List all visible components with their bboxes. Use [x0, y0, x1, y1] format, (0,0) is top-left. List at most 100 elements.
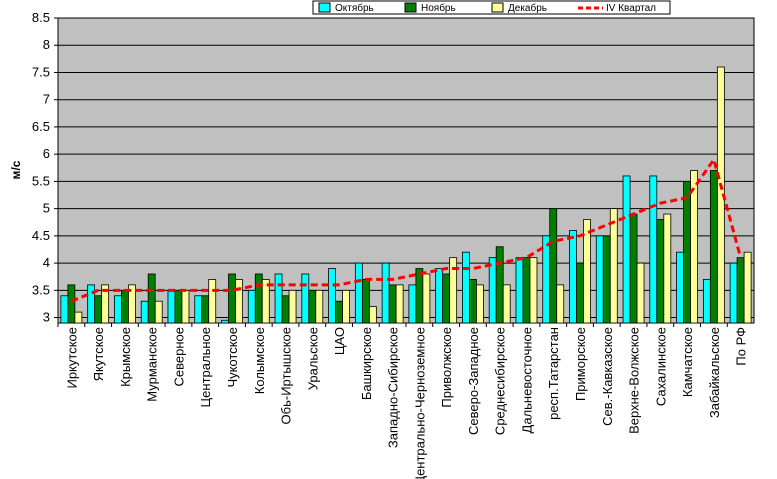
bar-3 [368, 306, 377, 324]
bar-3 [743, 251, 752, 324]
y-tick-label: 6.5 [32, 119, 50, 134]
bar-1 [676, 251, 684, 324]
bar-3 [690, 170, 698, 324]
line-series [70, 156, 743, 303]
bar-3 [154, 300, 163, 324]
bar-2 [576, 262, 584, 324]
bars [60, 66, 752, 324]
x-tick-label: Приморское [573, 327, 588, 401]
y-tick-label: 4.5 [32, 228, 50, 243]
bar-3 [502, 284, 511, 324]
bar-2 [629, 213, 638, 324]
bar-2 [522, 257, 531, 324]
bar-3 [101, 284, 110, 324]
bar-3 [74, 311, 83, 324]
x-tick-label: Приволжское [439, 327, 454, 408]
x-tick-label: Сев.-Кавказское [600, 327, 615, 426]
y-tick-label: 3.5 [32, 282, 50, 297]
bar-3 [261, 279, 270, 324]
legend-label-october: Октябрь [335, 2, 374, 14]
bar-2 [388, 284, 397, 324]
bar-1 [702, 279, 711, 324]
x-tick-label: Центрально-Черноземное [412, 327, 427, 479]
legend-label-november: Ноябрь [421, 2, 456, 14]
x-tick-label: Обь-Иртышское [279, 327, 294, 424]
y-axis: 3 3.5 4 4.5 5 5.5 6 6.5 7 7.5 8 8.5 [32, 10, 58, 325]
bar-1 [569, 230, 577, 324]
bar-2 [174, 289, 183, 324]
x-tick-label: Северо-Западное [466, 327, 481, 435]
bar-1 [354, 262, 363, 324]
x-tick-label: ЦАО [332, 327, 347, 355]
bar-3 [663, 213, 672, 324]
bar-1 [462, 251, 470, 324]
bar-3 [609, 208, 618, 324]
bar-1 [274, 273, 283, 324]
bar-1 [542, 235, 551, 324]
x-tick-label: Сахалинское [653, 327, 668, 406]
bar-2 [147, 273, 156, 324]
bar-2 [656, 219, 665, 324]
bar-3 [636, 262, 645, 324]
bar-2 [736, 257, 745, 324]
x-tick-label: Башкирское [359, 327, 374, 400]
bar-1 [247, 289, 256, 324]
bar-2 [495, 246, 504, 324]
bar-1 [381, 262, 390, 324]
bar-3 [395, 284, 404, 324]
x-tick-label: Уральское [305, 327, 320, 390]
x-tick-label: Якутское [91, 327, 106, 381]
y-tick-label: 3 [43, 310, 50, 325]
bar-1 [167, 289, 176, 324]
quarter-line [70, 156, 743, 303]
y-tick-label: 4 [43, 255, 50, 270]
bar-3 [529, 257, 538, 324]
bar-3 [315, 289, 324, 324]
bar-2 [67, 284, 76, 324]
x-tick-label: Центральное [198, 327, 213, 407]
bar-3 [128, 284, 136, 324]
x-tick-label: Чукотское [225, 327, 240, 388]
bar-3 [288, 289, 297, 324]
legend-swatch-october [318, 2, 331, 13]
legend-label-quarter: IV Квартал [606, 3, 656, 14]
x-tick-label: Забайкальское [707, 327, 722, 418]
y-axis-label: м/с [9, 160, 23, 179]
bar-3 [583, 219, 591, 324]
x-tick-label: По РФ [734, 327, 749, 366]
bar-3 [342, 289, 350, 324]
bar-2 [469, 279, 477, 324]
bar-1 [408, 284, 417, 324]
bar-2 [201, 295, 210, 324]
bar-3 [449, 257, 458, 324]
y-tick-label: 8.5 [32, 10, 50, 25]
legend: Октябрь Ноябрь Декабрь IV Квартал [312, 0, 671, 15]
bar-1 [729, 262, 738, 324]
x-tick-label: респ.Татарстан [546, 327, 561, 420]
x-tick-label: Иркутское [64, 327, 79, 389]
x-tick-label: Северное [171, 327, 186, 386]
bar-2 [281, 295, 290, 324]
bar-2 [254, 273, 263, 324]
x-tick-label: Камчатское [680, 327, 695, 397]
bar-2 [228, 273, 236, 324]
x-axis: Иркутское Якутское Крымское Мурманское Север… [57, 323, 749, 479]
bar-1 [328, 268, 336, 324]
bar-1 [595, 235, 604, 324]
y-tick-label: 8 [43, 37, 50, 52]
x-tick-label: Крымское [118, 327, 133, 387]
bar-1 [60, 295, 69, 324]
bar-3 [476, 284, 484, 324]
y-tick-label: 7 [43, 92, 50, 107]
bar-1 [221, 319, 229, 324]
y-tick-label: 6 [43, 146, 50, 161]
bar-3 [208, 279, 217, 324]
bar-1 [622, 175, 631, 324]
bar-3 [422, 273, 431, 324]
x-tick-label: Колымское [252, 327, 267, 394]
bar-1 [140, 300, 149, 324]
bar-2 [602, 235, 611, 324]
y-tick-label: 5 [43, 201, 50, 216]
bar-2 [361, 279, 370, 324]
